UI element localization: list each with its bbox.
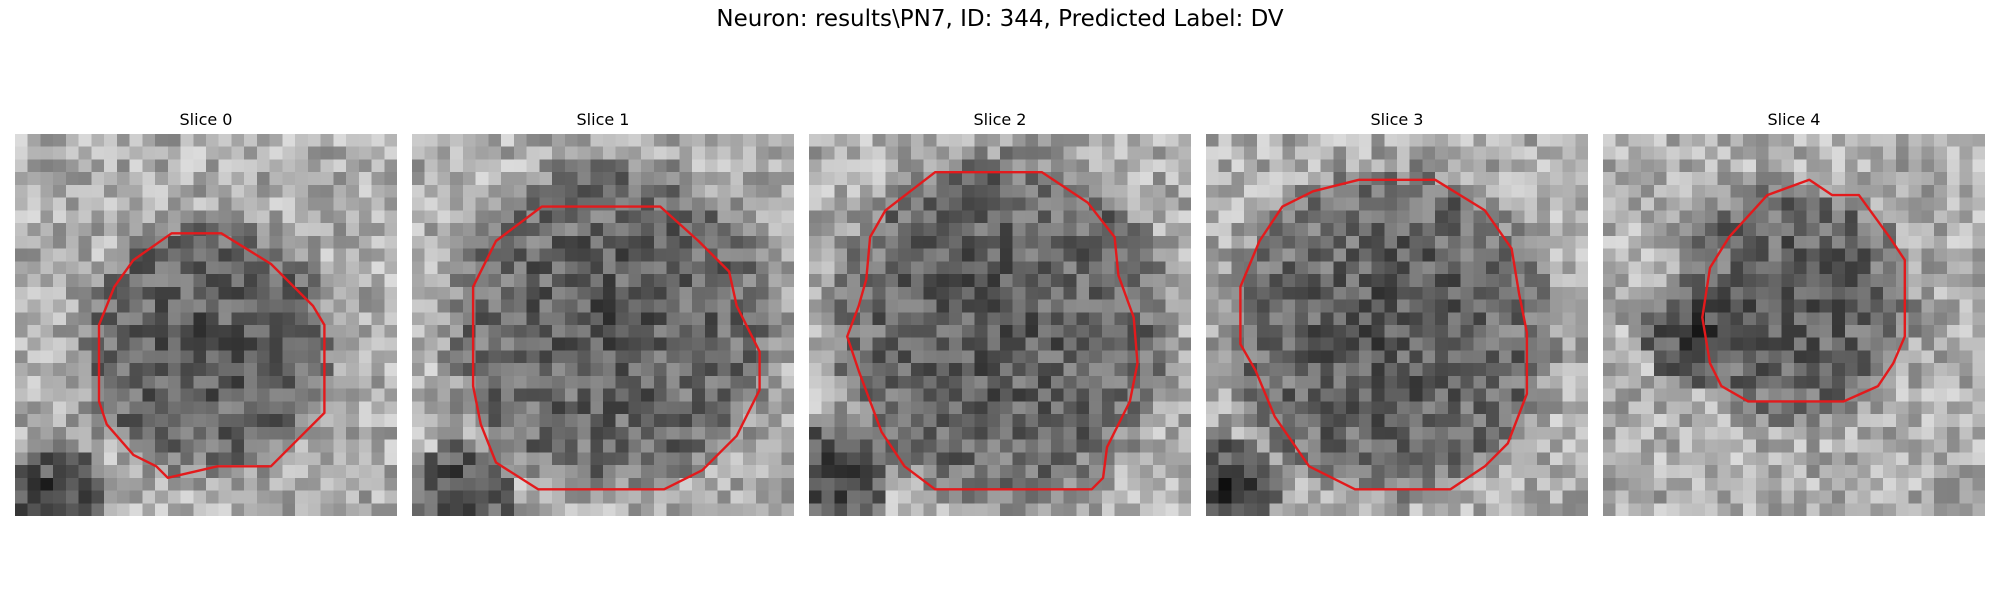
slice-title-1: Slice 1 [576,110,630,129]
cell-contour [471,205,761,491]
pixel-grid [412,134,794,516]
slice-title-0: Slice 0 [179,110,233,129]
pixel-grid [1206,134,1588,516]
pixel-grid [809,134,1191,516]
slice-image-2 [809,134,1191,516]
cell-contour [1701,178,1906,403]
slice-image-1 [412,134,794,516]
slice-image-0 [15,134,397,516]
cell-contour [1239,178,1529,491]
slice-title-4: Slice 4 [1767,110,1821,129]
pixel-grid [15,134,397,516]
slice-title-3: Slice 3 [1370,110,1424,129]
cell-contour [97,232,326,479]
slice-image-3 [1206,134,1588,516]
slice-image-4 [1603,134,1985,516]
cell-contour [846,171,1139,491]
figure-title: Neuron: results\PN7, ID: 344, Predicted … [716,6,1284,32]
slice-title-2: Slice 2 [973,110,1027,129]
pixel-grid [1603,134,1985,516]
